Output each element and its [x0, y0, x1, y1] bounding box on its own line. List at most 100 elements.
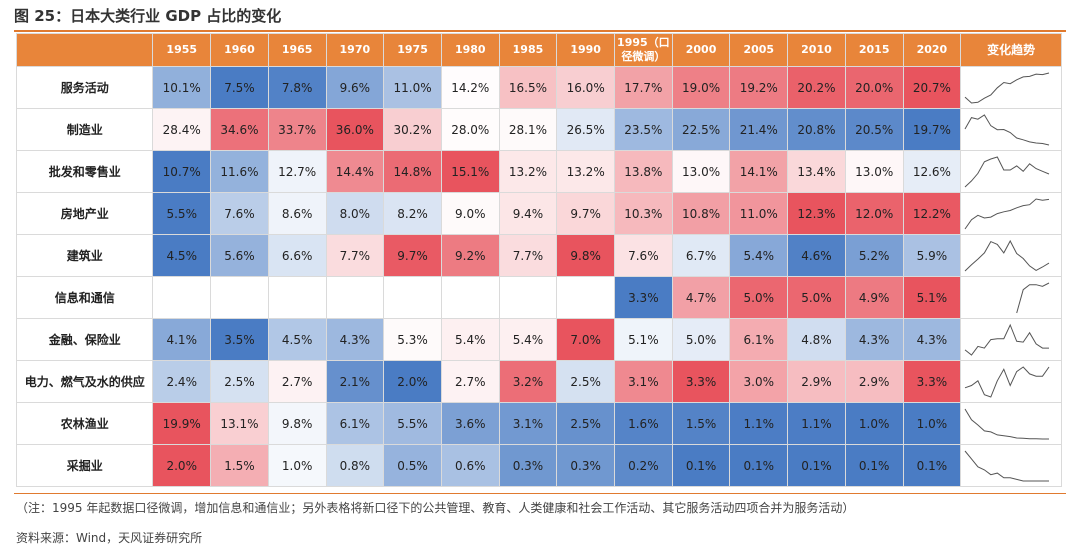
value-cell: 3.3% [614, 276, 673, 319]
trend-sparkline-cell [960, 402, 1062, 445]
value-cell: 0.1% [844, 444, 904, 487]
value-cell: 20.5% [844, 108, 904, 151]
value-cell: 0.1% [729, 444, 789, 487]
value-cell: 34.6% [210, 108, 269, 151]
table-row: 房地产业 5.5% 7.6% 8.6% 8.0% 8.2% 9.0% 9.4% 9.7% 10.3… [15, 192, 1062, 235]
value-cell: 1.5% [210, 444, 269, 487]
value-cell: 19.7% [902, 108, 962, 151]
trend-sparkline [965, 365, 1050, 398]
value-cell: 9.4% [498, 192, 558, 235]
column-header: 2005 [729, 33, 789, 67]
value-cell: 28.0% [440, 108, 500, 151]
value-cell: 10.8% [671, 192, 731, 235]
value-cell: 10.3% [614, 192, 673, 235]
value-cell: 1.1% [729, 402, 789, 445]
value-cell: 3.3% [671, 360, 731, 403]
source-note: 资料来源：Wind，天风证券研究所 [16, 531, 203, 545]
value-cell: 17.7% [614, 66, 673, 109]
value-cell: 23.5% [614, 108, 673, 151]
footer-divider [14, 493, 1066, 494]
sparkline-series-line [964, 323, 1050, 356]
table-row: 采掘业 2.0% 1.5% 1.0% 0.8% 0.5% 0.6% 0.3% 0.3% 0.2% 0… [15, 444, 1062, 487]
value-cell: 14.1% [729, 150, 789, 193]
value-cell: 4.3% [325, 318, 385, 361]
figure-title: 图 25：日本大类行业 GDP 占比的变化 [14, 7, 282, 25]
value-cell: 33.7% [267, 108, 327, 151]
value-cell: 2.0% [152, 444, 212, 487]
trend-sparkline-cell [960, 192, 1062, 235]
value-cell: 7.6% [210, 192, 269, 235]
value-cell: 5.3% [383, 318, 442, 361]
value-cell: 5.1% [614, 318, 673, 361]
value-cell: 5.4% [498, 318, 558, 361]
row-label: 农林渔业 [15, 402, 154, 445]
column-header: 1985 [498, 33, 558, 67]
value-cell: 9.0% [440, 192, 500, 235]
value-cell [267, 276, 327, 319]
sparkline-series-line [964, 197, 1050, 229]
value-cell: 11.6% [210, 150, 269, 193]
column-header: 1990 [556, 33, 616, 67]
value-cell: 6.1% [729, 318, 789, 361]
value-cell: 4.8% [787, 318, 846, 361]
value-cell: 2.5% [556, 402, 616, 445]
value-cell: 13.0% [844, 150, 904, 193]
table-row: 建筑业 4.5% 5.6% 6.6% 7.7% 9.7% 9.2% 7.7% 9.8% 7.6% 6… [15, 234, 1062, 277]
trend-sparkline [964, 408, 1050, 439]
value-cell: 20.2% [787, 66, 846, 109]
trend-sparkline-cell [960, 276, 1062, 319]
trend-sparkline [964, 197, 1050, 229]
value-cell: 2.9% [787, 360, 846, 403]
value-cell: 19.0% [671, 66, 731, 109]
value-cell: 8.2% [383, 192, 442, 235]
title-divider [14, 30, 1066, 32]
table-row: 批发和零售业 10.7% 11.6% 12.7% 14.4% 14.8% 15.1% 13.2… [15, 150, 1062, 193]
value-cell: 2.5% [210, 360, 269, 403]
value-cell: 4.3% [844, 318, 904, 361]
value-cell: 0.6% [440, 444, 500, 487]
row-label: 建筑业 [15, 234, 154, 277]
value-cell: 4.5% [152, 234, 212, 277]
value-cell: 9.7% [556, 192, 616, 235]
value-cell: 7.7% [498, 234, 558, 277]
value-cell: 0.1% [671, 444, 731, 487]
value-cell: 5.1% [902, 276, 962, 319]
value-cell: 7.0% [556, 318, 616, 361]
column-header: 1965 [267, 33, 327, 67]
value-cell: 5.4% [440, 318, 500, 361]
value-cell: 0.1% [787, 444, 846, 487]
trend-sparkline [964, 113, 1050, 145]
value-cell: 2.4% [152, 360, 212, 403]
value-cell: 8.6% [267, 192, 327, 235]
value-cell: 11.0% [383, 66, 442, 109]
row-label: 批发和零售业 [15, 150, 154, 193]
value-cell [498, 276, 558, 319]
value-cell: 2.1% [325, 360, 385, 403]
value-cell: 2.5% [556, 360, 616, 403]
value-cell: 28.1% [498, 108, 558, 151]
row-label: 采掘业 [15, 444, 154, 487]
trend-sparkline [964, 239, 1050, 271]
value-cell: 16.0% [556, 66, 616, 109]
value-cell: 12.3% [787, 192, 846, 235]
value-cell: 13.2% [556, 150, 616, 193]
value-cell: 14.4% [325, 150, 385, 193]
value-cell: 1.6% [614, 402, 673, 445]
value-cell: 10.1% [152, 66, 212, 109]
value-cell: 5.2% [844, 234, 904, 277]
value-cell: 13.2% [498, 150, 558, 193]
column-header: 2015 [844, 33, 904, 67]
trend-sparkline [964, 323, 1050, 356]
value-cell [152, 276, 212, 319]
value-cell: 3.3% [902, 360, 962, 403]
value-cell: 3.1% [498, 402, 558, 445]
value-cell: 5.0% [671, 318, 731, 361]
value-cell: 1.0% [267, 444, 327, 487]
value-cell: 28.4% [152, 108, 212, 151]
value-cell: 13.4% [787, 150, 846, 193]
value-cell: 16.5% [498, 66, 558, 109]
value-cell: 9.8% [556, 234, 616, 277]
value-cell: 6.6% [267, 234, 327, 277]
value-cell: 19.9% [152, 402, 212, 445]
value-cell: 0.5% [383, 444, 442, 487]
